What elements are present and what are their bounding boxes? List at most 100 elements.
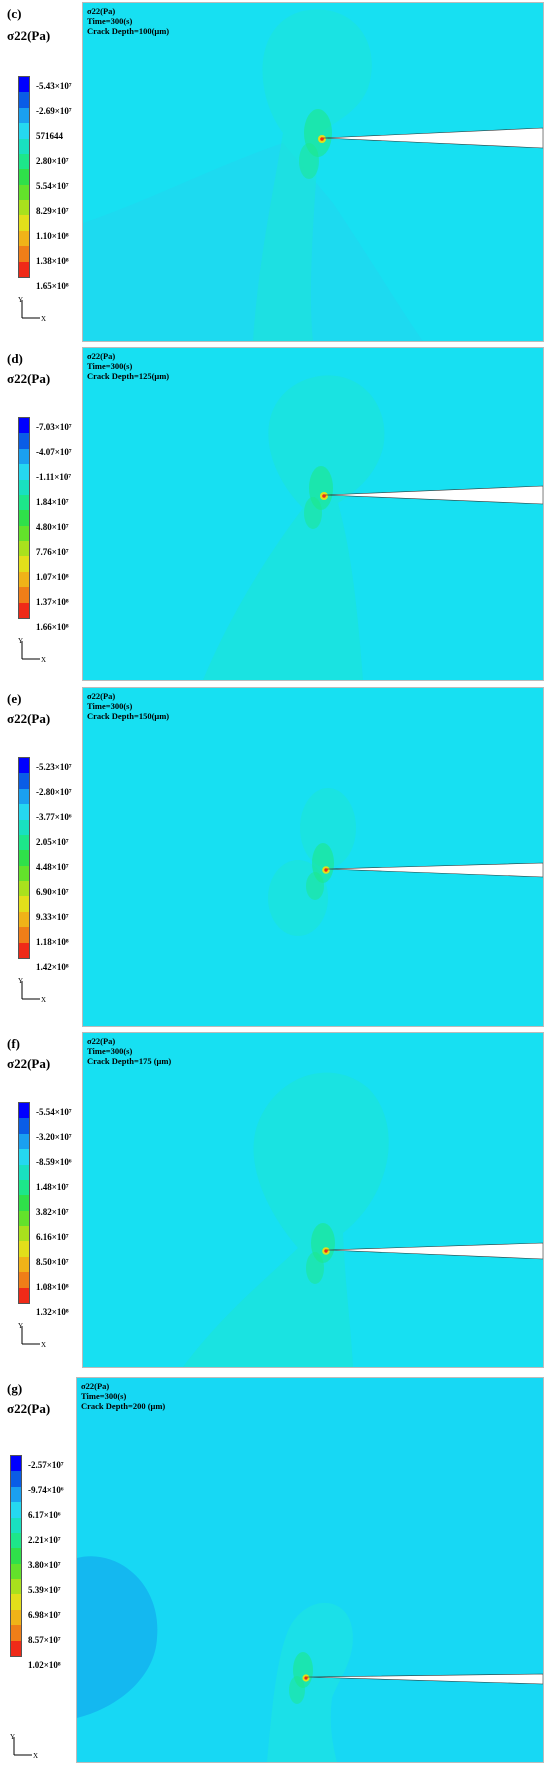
axis-x-label: X	[33, 1752, 38, 1759]
legend-quantity-label: σ22(Pa)	[7, 711, 51, 726]
tick-label: -2.57×10⁷	[28, 1460, 64, 1470]
tick-label: 1.84×10⁷	[36, 497, 69, 507]
colorbar-ticks: -2.57×10⁷ -9.74×10⁶ 6.17×10⁶ 2.21×10⁷ 3.…	[28, 1455, 68, 1670]
colorbar-segment	[19, 1287, 29, 1303]
colorbar-segment	[11, 1532, 21, 1549]
colorbar-segment	[11, 1486, 21, 1503]
plot-info: σ22(Pa) Time=300(s) Crack Depth=200 (μm)	[81, 1381, 165, 1411]
tick-label: 3.80×10⁷	[28, 1560, 61, 1570]
info-crack-depth: Crack Depth=100(μm)	[87, 26, 170, 36]
colorbar	[18, 1102, 30, 1304]
info-crack-depth: Crack Depth=200 (μm)	[81, 1401, 166, 1411]
info-time: Time=300(s)	[87, 1046, 133, 1056]
colorbar-segment	[19, 927, 29, 943]
colorbar-segment	[11, 1456, 21, 1472]
colorbar-segment	[11, 1625, 21, 1641]
colorbar-segment	[19, 1149, 29, 1165]
panel-letter: (f)	[7, 1036, 20, 1051]
panel-letter: (e)	[7, 691, 22, 706]
colorbar-segment	[11, 1594, 21, 1610]
legend-quantity-label: σ22(Pa)	[7, 1401, 51, 1416]
panel-letter: (d)	[7, 351, 23, 366]
colorbar-segment	[19, 1241, 29, 1257]
panel-c: (c) σ22(Pa) -5.43×10⁷ -2.69×10⁷ 571644 2…	[0, 0, 550, 345]
axis-x-label: X	[41, 1341, 46, 1348]
tick-label: 8.50×10⁷	[36, 1257, 69, 1267]
colorbar-segment	[19, 556, 29, 572]
plot-info: σ22(Pa) Time=300(s) Crack Depth=125(μm)	[87, 351, 169, 381]
panel-d: (d) σ22(Pa) -7.03×10⁷ -4.07×10⁷ -1.11×10…	[0, 345, 550, 685]
colorbar-segment	[19, 494, 29, 511]
colorbar-segment	[19, 77, 29, 93]
tick-label: -7.03×10⁷	[36, 422, 72, 432]
tick-label: 1.32×10⁸	[36, 1307, 69, 1317]
colorbar-segment	[19, 602, 29, 618]
colorbar-segment	[19, 200, 29, 216]
tick-label: 9.33×10⁷	[36, 912, 69, 922]
colorbar-segment	[19, 819, 29, 835]
colorbar-ticks: -5.23×10⁷ -2.80×10⁷ -3.77×10⁶ 2.05×10⁷ 4…	[36, 757, 76, 972]
colorbar-segment	[19, 107, 29, 124]
colorbar-segment	[19, 1256, 29, 1273]
tick-label: 3.82×10⁷	[36, 1207, 69, 1217]
colorbar-segment	[11, 1579, 21, 1595]
colorbar-segment	[19, 1179, 29, 1196]
tick-label: 8.29×10⁷	[36, 206, 69, 216]
xy-axes-icon: Y X	[18, 296, 46, 322]
legend-quantity-label: σ22(Pa)	[7, 1056, 51, 1071]
colorbar-segment	[19, 758, 29, 774]
plot-info: σ22(Pa) Time=300(s) Crack Depth=100(μm)	[87, 6, 169, 36]
colorbar-segment	[19, 942, 29, 958]
xy-axes-icon: Y X	[18, 1322, 46, 1348]
colorbar-segment	[19, 1210, 29, 1226]
panel-g: (g) σ22(Pa) -2.57×10⁷ -9.74×10⁶ 6.17×10⁶…	[0, 1375, 550, 1767]
colorbar-segment	[19, 433, 29, 449]
colorbar-segment	[19, 1195, 29, 1211]
tick-label: 1.10×10⁸	[36, 231, 69, 241]
contour-svg	[83, 348, 543, 680]
colorbar-segment	[19, 169, 29, 185]
colorbar-ticks: -7.03×10⁷ -4.07×10⁷ -1.11×10⁷ 1.84×10⁷ 4…	[36, 417, 76, 632]
colorbar-segment	[19, 1226, 29, 1242]
tick-label: 1.07×10⁸	[36, 572, 69, 582]
axis-y-label: Y	[18, 1322, 23, 1330]
colorbar-segment	[19, 804, 29, 820]
info-quantity: σ22(Pa)	[87, 6, 116, 16]
tick-label: -5.54×10⁷	[36, 1107, 72, 1117]
contour-svg	[83, 688, 543, 1026]
colorbar-segment	[19, 881, 29, 897]
axis-y-label: Y	[10, 1733, 15, 1741]
contour-plot: σ22(Pa) Time=300(s) Crack Depth=125(μm)	[82, 347, 544, 681]
colorbar-segment	[19, 788, 29, 805]
axis-x-label: X	[41, 656, 46, 663]
tick-label: 1.08×10⁸	[36, 1282, 69, 1292]
colorbar-segment	[19, 215, 29, 231]
contour-plot: σ22(Pa) Time=300(s) Crack Depth=200 (μm)	[76, 1377, 544, 1763]
tick-label: -3.77×10⁶	[36, 812, 72, 822]
tick-label: 4.48×10⁷	[36, 862, 69, 872]
tick-label: 2.21×10⁷	[28, 1535, 61, 1545]
colorbar-segment	[11, 1609, 21, 1626]
colorbar	[18, 757, 30, 959]
panel-letter: (c)	[7, 6, 22, 21]
colorbar-segment	[19, 571, 29, 588]
colorbar-segment	[19, 541, 29, 557]
colorbar-segment	[19, 911, 29, 928]
info-time: Time=300(s)	[87, 361, 133, 371]
tick-label: 5.54×10⁷	[36, 181, 69, 191]
colorbar-ticks: -5.54×10⁷ -3.20×10⁷ -8.59×10⁶ 1.48×10⁷ 3…	[36, 1102, 76, 1317]
tick-label: -5.43×10⁷	[36, 81, 72, 91]
axis-y-label: Y	[18, 977, 23, 985]
colorbar-segment	[19, 587, 29, 603]
info-crack-depth: Crack Depth=175 (μm)	[87, 1056, 172, 1066]
colorbar-segment	[11, 1502, 21, 1518]
contour-svg	[83, 3, 543, 341]
colorbar-segment	[19, 261, 29, 277]
tick-label: -3.20×10⁷	[36, 1132, 72, 1142]
tick-label: -4.07×10⁷	[36, 447, 72, 457]
tick-label: 4.80×10⁷	[36, 522, 69, 532]
tick-label: -8.59×10⁶	[36, 1157, 72, 1167]
contour-svg	[77, 1378, 543, 1762]
tick-label: 1.66×10⁸	[36, 622, 69, 632]
colorbar-segment	[19, 123, 29, 139]
